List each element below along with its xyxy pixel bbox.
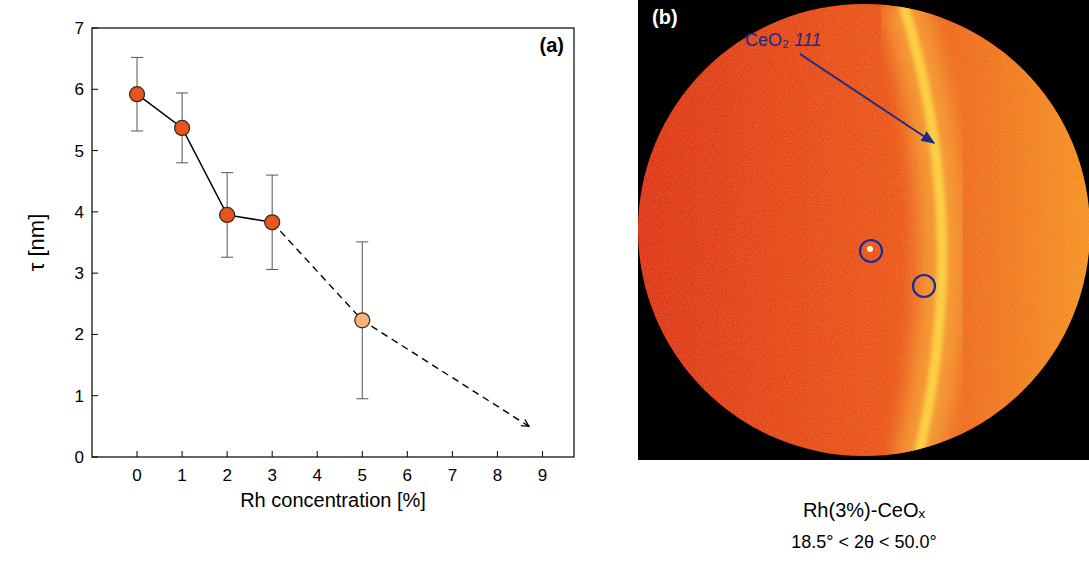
x-tick-label: 2 — [222, 466, 231, 485]
error-bar-cap — [266, 269, 278, 270]
x-tick — [317, 451, 318, 457]
x-tick-label: 9 — [538, 466, 547, 485]
y-tick-label: 6 — [75, 80, 84, 99]
error-bar-cap — [221, 172, 233, 173]
x-tick-label: 8 — [493, 466, 502, 485]
ring-reflection: 111 — [794, 30, 821, 50]
x-tick — [362, 451, 363, 457]
ring-annotation: CeO₂ 111 — [745, 30, 821, 50]
y-tick-label: 0 — [75, 448, 84, 467]
ring-glow — [902, 0, 942, 470]
x-tick-label: 7 — [448, 466, 457, 485]
y-tick — [92, 395, 98, 396]
error-bar-cap — [131, 130, 143, 131]
error-bar-cap — [131, 57, 143, 58]
y-axis-title: τ [nm] — [24, 214, 49, 272]
y-tick-label: 4 — [75, 203, 84, 222]
x-tick-label: 4 — [312, 466, 321, 485]
annotation-arrow — [800, 54, 934, 143]
x-tick-label: 3 — [267, 466, 276, 485]
y-tick — [92, 334, 98, 335]
y-tick — [92, 150, 98, 151]
x-tick-label: 5 — [358, 466, 367, 485]
plot-frame — [92, 28, 574, 457]
y-tick — [92, 273, 98, 274]
image-caption: Rh(3%)-CeOₓ — [803, 499, 926, 521]
y-tick-label: 7 — [75, 19, 84, 38]
x-tick — [137, 451, 138, 457]
detector-field — [638, 0, 1089, 460]
x-tick — [272, 451, 273, 457]
error-bar-cap — [356, 398, 368, 399]
x-axis-title: Rh concentration [%] — [240, 489, 426, 511]
y-tick-label: 1 — [75, 387, 84, 406]
y-tick-label: 3 — [75, 264, 84, 283]
trend-line — [272, 222, 529, 426]
y-tick-label: 2 — [75, 325, 84, 344]
detector-background — [638, 0, 1089, 460]
detector-image — [638, 0, 1089, 470]
x-tick — [407, 451, 408, 457]
data-point — [130, 87, 145, 102]
x-tick — [227, 451, 228, 457]
error-bar-cap — [266, 175, 278, 176]
data-point — [175, 120, 190, 135]
data-point — [220, 207, 235, 222]
x-tick — [452, 451, 453, 457]
detector-noise — [638, 0, 1089, 460]
x-tick — [182, 451, 183, 457]
panel-label: (a) — [540, 34, 564, 56]
ring-111 — [902, 0, 942, 470]
figure: 0 1 2 3 4 5 6 7 8 9 0 1 2 3 4 5 6 7 Rh concentration [%] τ … — [0, 0, 1089, 571]
data-point — [265, 215, 280, 230]
x-tick-label: 6 — [403, 466, 412, 485]
spot-marker — [913, 275, 935, 297]
x-tick-label: 0 — [132, 466, 141, 485]
x-tick-label: 1 — [177, 466, 186, 485]
panel-label: (b) — [652, 6, 678, 28]
x-tick — [497, 451, 498, 457]
error-bar-cap — [176, 92, 188, 93]
image-range: 18.5° < 2θ < 50.0° — [791, 532, 937, 552]
x-tick — [542, 451, 543, 457]
bright-spot — [867, 246, 873, 252]
error-bar-cap — [221, 257, 233, 258]
error-bar-cap — [356, 241, 368, 242]
y-tick — [92, 89, 98, 90]
y-tick-label: 5 — [75, 142, 84, 161]
spot-marker — [860, 240, 882, 262]
data-point — [355, 313, 370, 328]
y-tick — [92, 211, 98, 212]
series-line — [137, 94, 272, 222]
error-bar-cap — [176, 162, 188, 163]
ring-phase: CeO₂ — [745, 30, 794, 50]
